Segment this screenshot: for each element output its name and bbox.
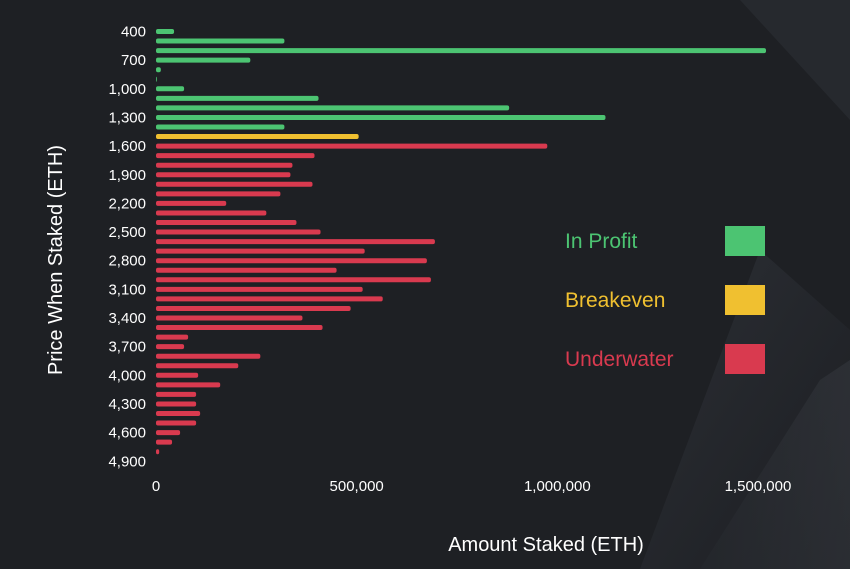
y-tick-label: 4,300	[108, 396, 146, 413]
legend-label-underwater: Underwater	[565, 348, 674, 371]
bar-3100	[156, 286, 363, 292]
y-tick-label: 700	[121, 52, 146, 69]
bar-1400	[156, 124, 285, 130]
bar-2100	[156, 191, 281, 197]
x-tick-label: 1,500,000	[725, 478, 792, 495]
legend-label-breakeven: Breakeven	[565, 289, 665, 312]
y-tick-label: 3,700	[108, 339, 146, 356]
bar-3500	[156, 325, 323, 331]
bar-4800	[156, 449, 160, 455]
bar-4000	[156, 372, 199, 378]
bar-2200	[156, 200, 227, 206]
y-tick-label: 4,600	[108, 425, 146, 442]
y-tick-label: 1,000	[108, 81, 146, 98]
y-tick-label: 3,100	[108, 281, 146, 298]
bar-2800	[156, 258, 427, 264]
bar-4100	[156, 382, 221, 388]
bar-4700	[156, 439, 173, 445]
bar-700	[156, 57, 251, 63]
y-axis-ticks: 400 700 1,000 1,300 1,600 1,900 2,200 2,500 2,80…	[108, 24, 146, 471]
y-tick-label: 4,000	[108, 367, 146, 384]
bars-group	[156, 29, 766, 455]
bar-4500	[156, 420, 197, 426]
bar-3900	[156, 363, 239, 369]
y-tick-label: 2,200	[108, 195, 146, 212]
y-tick-label: 2,800	[108, 253, 146, 270]
y-tick-label: 1,300	[108, 109, 146, 126]
bar-1700	[156, 153, 315, 159]
bar-2000	[156, 181, 313, 187]
bar-4200	[156, 391, 197, 397]
bar-1600	[156, 143, 548, 149]
legend-swatch-profit	[725, 226, 765, 256]
bar-400	[156, 29, 175, 34]
bar-2900	[156, 267, 337, 273]
bar-2600	[156, 239, 435, 245]
bar-1900	[156, 172, 291, 178]
bar-2300	[156, 210, 267, 216]
bar-1000	[156, 86, 185, 92]
bar-3400	[156, 315, 303, 321]
bar-3800	[156, 353, 261, 359]
bar-1300	[156, 114, 606, 120]
legend-swatch-breakeven	[725, 285, 765, 315]
bar-600	[156, 48, 766, 54]
y-tick-label: 1,900	[108, 167, 146, 184]
x-tick-label: 500,000	[330, 478, 384, 495]
x-axis-title: Amount Staked (ETH)	[448, 534, 644, 556]
bar-900	[156, 76, 157, 82]
legend-label-profit: In Profit	[565, 230, 638, 253]
x-axis-ticks: 0 500,000 1,000,000 1,500,000	[152, 478, 792, 495]
bar-4300	[156, 401, 197, 407]
bar-800	[156, 67, 161, 73]
legend-swatch-underwater	[725, 344, 765, 374]
legend: In Profit Breakeven Underwater	[565, 226, 765, 374]
bar-1500	[156, 134, 359, 140]
bar-1200	[156, 105, 510, 111]
bar-4600	[156, 430, 181, 436]
y-axis-title: Price When Staked (ETH)	[45, 145, 67, 375]
x-tick-label: 1,000,000	[524, 478, 591, 495]
bar-3000	[156, 277, 431, 283]
bar-500	[156, 38, 285, 44]
bar-1100	[156, 95, 319, 101]
bar-3700	[156, 344, 185, 350]
bar-2500	[156, 229, 321, 235]
y-tick-label: 4,900	[108, 453, 146, 470]
bar-3600	[156, 334, 189, 340]
x-tick-label: 0	[152, 478, 160, 495]
bar-3300	[156, 305, 351, 311]
bar-3200	[156, 296, 383, 302]
bar-2700	[156, 248, 365, 254]
y-tick-label: 1,600	[108, 138, 146, 155]
y-tick-label: 3,400	[108, 310, 146, 327]
bar-4400	[156, 411, 201, 416]
bar-2400	[156, 220, 297, 225]
y-tick-label: 2,500	[108, 224, 146, 241]
bar-1800	[156, 162, 293, 168]
y-tick-label: 400	[121, 24, 146, 41]
